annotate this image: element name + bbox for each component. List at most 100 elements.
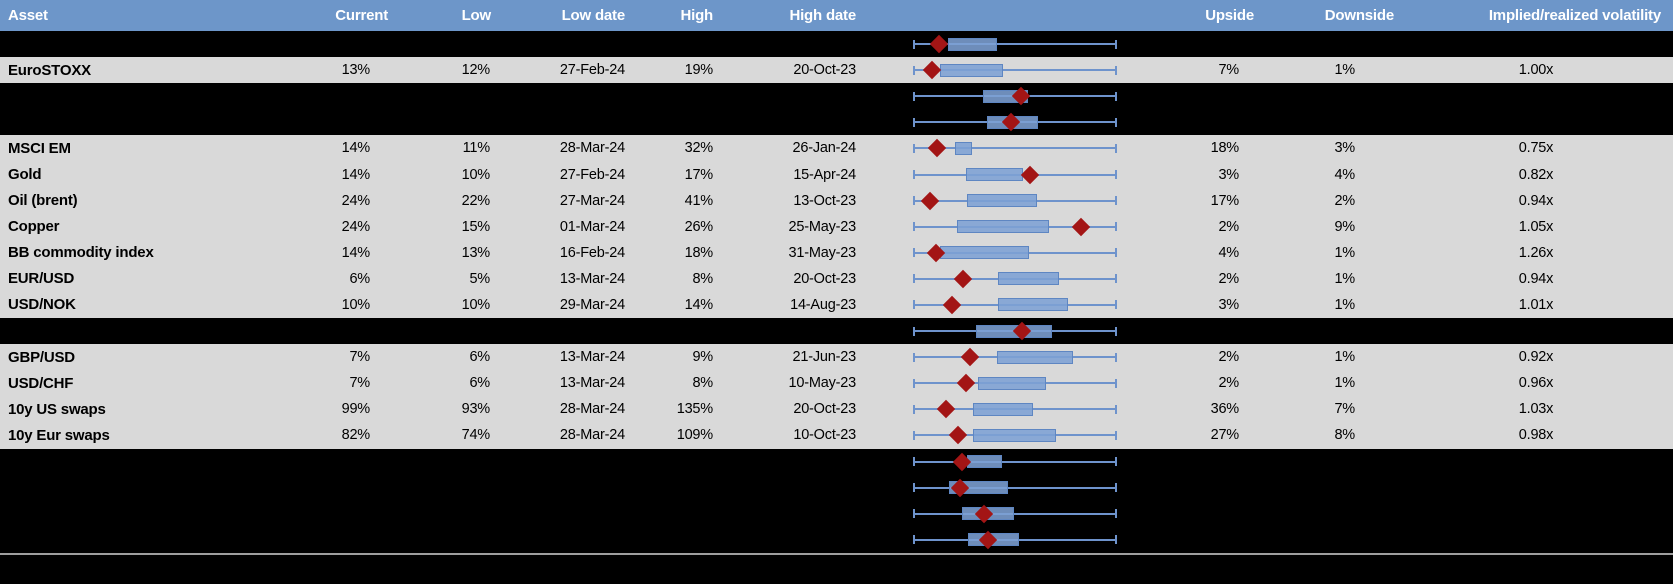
cell-upside: 18% bbox=[1210, 140, 1240, 157]
cell-range-chart bbox=[861, 188, 1128, 214]
cell-implied-realized: 1.03x bbox=[1518, 401, 1554, 418]
cell-implied-realized bbox=[1399, 475, 1673, 501]
cell-high-date: 10-Oct-23 bbox=[793, 427, 856, 444]
current-marker-diamond-icon bbox=[960, 347, 980, 367]
cell-implied-realized: 1.00x bbox=[1518, 62, 1554, 79]
cell-upside: 2% bbox=[1218, 349, 1239, 366]
cell-upside: 2% bbox=[1218, 375, 1239, 392]
whisker-cap-left-icon bbox=[913, 65, 915, 75]
cell-downside: 1% bbox=[1334, 349, 1355, 366]
cell-current bbox=[250, 527, 392, 553]
cell-upside bbox=[1128, 109, 1259, 135]
whisker-cap-left-icon bbox=[913, 378, 915, 388]
cell-current bbox=[250, 31, 392, 57]
cell-high-date: 21-Jun-23 bbox=[792, 349, 857, 366]
column-header-high-date: High date bbox=[718, 0, 861, 31]
column-header-upside: Upside bbox=[1128, 0, 1259, 31]
cell-low-date bbox=[496, 527, 630, 553]
boxplot bbox=[913, 266, 1117, 292]
whisker-cap-right-icon bbox=[1115, 300, 1117, 310]
cell-range-chart bbox=[861, 527, 1128, 553]
cell-high bbox=[630, 83, 718, 109]
cell-current: 6% bbox=[349, 270, 370, 287]
cell-asset: 10y Eur swaps bbox=[8, 426, 110, 444]
whisker-line bbox=[913, 43, 1117, 46]
cell-low bbox=[392, 527, 496, 553]
cell-low: 5% bbox=[469, 270, 490, 287]
cell-current: 24% bbox=[341, 192, 371, 209]
boxplot bbox=[913, 214, 1117, 240]
boxplot bbox=[913, 292, 1117, 318]
column-header-low-date: Low date bbox=[496, 0, 630, 31]
current-marker-diamond-icon bbox=[953, 269, 973, 289]
whisker-cap-right-icon bbox=[1115, 352, 1117, 362]
cell-implied-realized: 0.94x bbox=[1518, 192, 1554, 209]
cell-low-date bbox=[496, 83, 630, 109]
header-row: Asset Current Low Low date High High dat… bbox=[0, 0, 1673, 31]
cell-implied-realized: 0.82x bbox=[1518, 166, 1554, 183]
table-row: GBP/USD 7% 6% 13-Mar-24 9% 21-Jun-23 2% … bbox=[0, 344, 1673, 371]
whisker-cap-right-icon bbox=[1115, 430, 1117, 440]
cell-high: 14% bbox=[684, 296, 714, 313]
column-header-high: High bbox=[630, 0, 718, 31]
cell-low: 10% bbox=[461, 166, 491, 183]
cell-upside bbox=[1128, 318, 1259, 344]
table-body: EuroSTOXX 13% 12% 27-Feb-24 19% 20-Oct-2… bbox=[0, 31, 1673, 553]
whisker-cap-right-icon bbox=[1115, 39, 1117, 49]
whisker-cap-left-icon bbox=[913, 143, 915, 153]
whisker-cap-left-icon bbox=[913, 404, 915, 414]
current-marker-diamond-icon bbox=[956, 374, 976, 393]
cell-low: 12% bbox=[461, 62, 491, 79]
column-header-low: Low bbox=[392, 0, 496, 31]
cell-asset bbox=[0, 449, 250, 475]
cell-low: 10% bbox=[461, 296, 491, 313]
cell-high: 135% bbox=[676, 401, 713, 418]
cell-high-date: 13-Oct-23 bbox=[793, 192, 856, 209]
cell-current: 7% bbox=[349, 375, 370, 392]
whisker-cap-left-icon bbox=[913, 196, 915, 206]
cell-implied-realized bbox=[1399, 83, 1673, 109]
cell-current: 14% bbox=[341, 140, 371, 157]
cell-high: 109% bbox=[676, 427, 713, 444]
cell-current bbox=[250, 449, 392, 475]
cell-asset: BB commodity index bbox=[8, 244, 154, 262]
cell-implied-realized: 0.96x bbox=[1518, 375, 1554, 392]
boxplot bbox=[913, 83, 1117, 109]
cell-low-date: 27-Mar-24 bbox=[559, 192, 625, 209]
cell-high bbox=[630, 475, 718, 501]
boxplot bbox=[913, 527, 1117, 553]
column-header-implied-realized-volatility: Implied/realized volatility bbox=[1399, 0, 1673, 31]
cell-current: 10% bbox=[341, 296, 371, 313]
cell-downside: 2% bbox=[1334, 192, 1355, 209]
cell-high: 9% bbox=[692, 349, 713, 366]
cell-low-date: 13-Mar-24 bbox=[559, 270, 625, 287]
cell-asset bbox=[0, 527, 250, 553]
column-header-asset: Asset bbox=[0, 0, 250, 31]
boxplot bbox=[913, 344, 1117, 370]
cell-low-date: 28-Mar-24 bbox=[559, 140, 625, 157]
boxplot bbox=[913, 161, 1117, 187]
cell-range-chart bbox=[861, 475, 1128, 501]
cell-high: 17% bbox=[684, 166, 714, 183]
range-box bbox=[967, 455, 1002, 469]
cell-low: 6% bbox=[469, 375, 490, 392]
bottom-black-band bbox=[0, 554, 1673, 584]
cell-downside: 1% bbox=[1334, 244, 1355, 261]
cell-high-date bbox=[718, 501, 861, 527]
table-row bbox=[0, 448, 1673, 475]
cell-implied-realized: 0.92x bbox=[1518, 349, 1554, 366]
cell-low-date bbox=[496, 318, 630, 344]
cell-low-date: 13-Mar-24 bbox=[559, 349, 625, 366]
cell-range-chart bbox=[861, 344, 1128, 370]
table-row bbox=[0, 500, 1673, 527]
cell-low-date: 01-Mar-24 bbox=[559, 218, 625, 235]
cell-low bbox=[392, 501, 496, 527]
cell-current: 13% bbox=[341, 62, 371, 79]
whisker-cap-left-icon bbox=[913, 274, 915, 284]
cell-current bbox=[250, 318, 392, 344]
cell-high: 19% bbox=[684, 62, 714, 79]
cell-high: 26% bbox=[684, 218, 714, 235]
cell-current bbox=[250, 83, 392, 109]
cell-asset: Gold bbox=[8, 166, 42, 184]
cell-low bbox=[392, 83, 496, 109]
